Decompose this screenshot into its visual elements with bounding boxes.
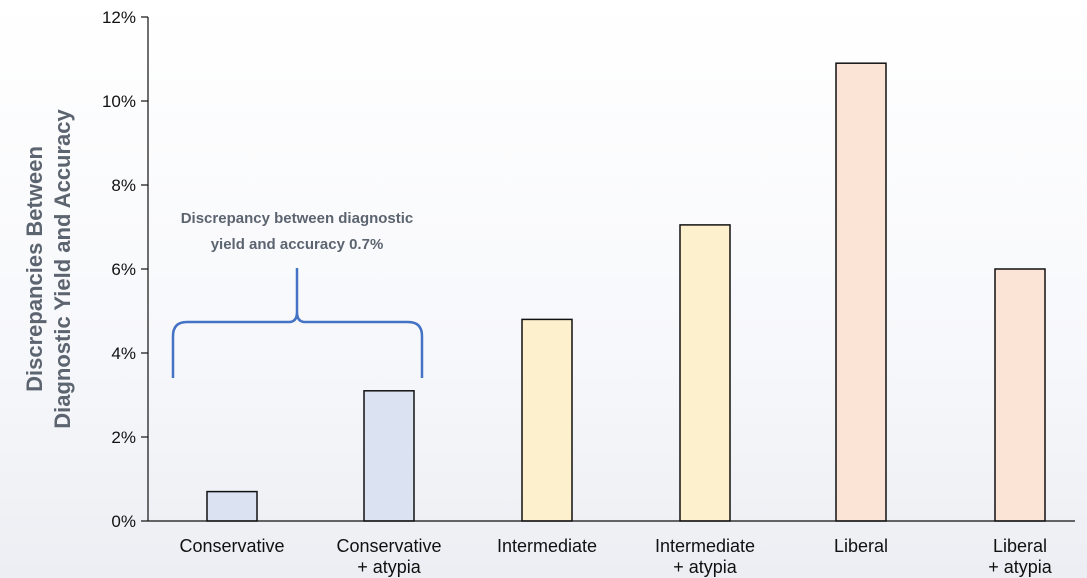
bar <box>206 490 258 522</box>
bars <box>206 62 1046 522</box>
bar <box>679 224 731 522</box>
y-axis-label-line: Discrepancies Between <box>22 146 47 392</box>
annotation-text: yield and accuracy 0.7% <box>211 236 384 253</box>
y-tick-label: 10% <box>102 92 136 111</box>
y-axis-label-line: Diagnostic Yield and Accuracy <box>50 108 75 428</box>
annotation-bracket <box>171 268 424 378</box>
y-tick-label: 0% <box>111 512 136 531</box>
category-label: Intermediate <box>655 536 755 556</box>
category-label: Liberal <box>993 536 1047 556</box>
category-label: Liberal <box>834 536 888 556</box>
bar <box>835 62 887 522</box>
y-axis: 0% 2% 4% 6% 8% 10% 12% <box>102 8 149 531</box>
y-axis-label: Discrepancies Between Diagnostic Yield an… <box>22 108 75 428</box>
y-tick-label: 6% <box>111 260 136 279</box>
bar <box>521 318 573 522</box>
category-label: Intermediate <box>497 536 597 556</box>
category-label: + atypia <box>357 557 422 577</box>
bar <box>994 268 1046 522</box>
annotation: Discrepancy between diagnostic yield and … <box>171 210 424 378</box>
category-label: Conservative <box>336 536 441 556</box>
y-tick-label: 2% <box>111 428 136 447</box>
annotation-text: Discrepancy between diagnostic <box>181 210 414 227</box>
bar <box>363 390 415 522</box>
category-label: Conservative <box>179 536 284 556</box>
y-tick-label: 4% <box>111 344 136 363</box>
category-labels: Conservative Conservative+ atypiaIntermed… <box>179 536 1052 577</box>
y-tick-label: 12% <box>102 8 136 27</box>
y-tick-label: 8% <box>111 176 136 195</box>
category-label: + atypia <box>673 557 738 577</box>
category-label: + atypia <box>988 557 1053 577</box>
